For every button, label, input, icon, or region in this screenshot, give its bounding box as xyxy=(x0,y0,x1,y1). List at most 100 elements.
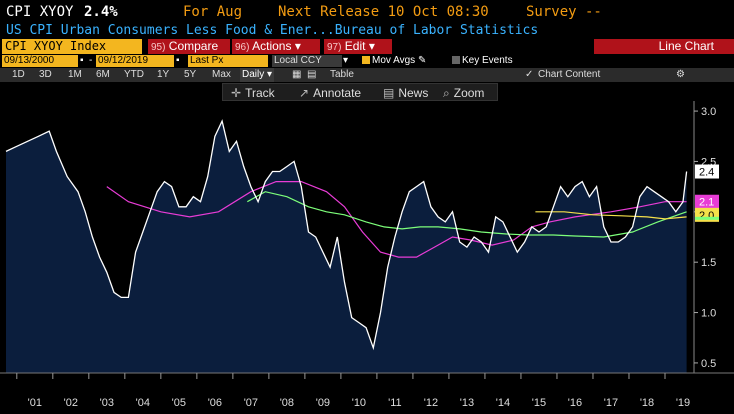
table-icon[interactable]: ▤ xyxy=(307,69,317,80)
series-line xyxy=(5,119,688,351)
moving-average-line-yellow xyxy=(535,211,687,220)
y-tick-label: 1.0 xyxy=(701,308,716,320)
track-tool[interactable]: ✛ Track xyxy=(231,84,275,102)
chart-type-button[interactable]: Line Chart xyxy=(594,39,734,54)
last-value-label-magenta-box xyxy=(695,194,719,209)
price-chart[interactable]: 3.02.52.01.51.00.5'01'02'03'04'05'06'07'… xyxy=(0,101,734,414)
moving-average-line-green xyxy=(247,191,687,238)
mov-avgs-checkbox[interactable] xyxy=(362,56,370,64)
security-input[interactable]: CPI XYOY Index xyxy=(2,39,142,54)
edit-dropdown-icon: ▾ xyxy=(368,39,375,53)
chart-content-icon[interactable]: ✓ xyxy=(525,69,534,80)
main-toolbar: CPI XYOY Index 95) Compare 96) Actions ▾… xyxy=(0,39,734,54)
x-tick-label: '07 xyxy=(244,397,258,409)
annotate-icon: ↗ xyxy=(299,86,310,100)
edit-button[interactable]: 97) Edit ▾ xyxy=(324,39,392,54)
calendar-icon[interactable]: ▪ xyxy=(80,55,84,66)
x-tick-label: '03 xyxy=(100,397,114,409)
range-1d[interactable]: 1D xyxy=(12,69,25,80)
settings-bar: 09/13/2000 ▪ - 09/12/2019 ▪ Last Px Loca… xyxy=(0,55,734,67)
last-value-label-yellow: 2.0 xyxy=(699,210,714,222)
last-value-label-main-box xyxy=(695,164,719,179)
security-header: CPI XYOY 2.4% For Aug Next Release 10 Oc… xyxy=(0,0,734,24)
chart-tools-bar: ✛ Track ↗ Annotate ▤ News ⌕ Zoom xyxy=(0,83,734,101)
track-label: Track xyxy=(245,86,275,100)
series-area-fill xyxy=(6,121,687,373)
zoom-icon: ⌕ xyxy=(443,86,450,100)
x-tick-label: '15 xyxy=(532,397,546,409)
currency-select[interactable]: Local CCY xyxy=(272,55,342,67)
zoom-label: Zoom xyxy=(453,86,485,100)
x-tick-label: '18 xyxy=(640,397,654,409)
range-3d[interactable]: 3D xyxy=(39,69,52,80)
edit-label: Edit xyxy=(344,39,366,53)
key-events-checkbox[interactable] xyxy=(452,56,460,64)
price-field-select[interactable]: Last Px xyxy=(188,55,268,67)
actions-label: Actions xyxy=(252,39,292,53)
frequency-select[interactable]: Daily ▾ xyxy=(240,68,275,82)
y-tick-label: 3.0 xyxy=(701,106,716,118)
compare-label: Compare xyxy=(168,39,219,53)
range-6m[interactable]: 6M xyxy=(96,69,110,80)
survey-label: Survey -- xyxy=(526,4,602,20)
key-events-toggle[interactable]: Key Events xyxy=(450,55,550,67)
y-tick-label: 0.5 xyxy=(701,358,716,370)
range-max[interactable]: Max xyxy=(212,69,231,80)
compare-button[interactable]: 95) Compare xyxy=(148,39,230,54)
ticker-label: CPI XYOY xyxy=(6,4,74,20)
pencil-icon[interactable]: ✎ xyxy=(417,55,427,66)
period-label: For Aug xyxy=(183,4,243,20)
last-value-label-magenta: 2.1 xyxy=(699,197,714,209)
date-separator: - xyxy=(89,55,93,66)
x-tick-label: '16 xyxy=(568,397,582,409)
chart-tools-group: ✛ Track ↗ Annotate ▤ News ⌕ Zoom xyxy=(222,83,498,101)
y-tick-label: 1.5 xyxy=(701,257,716,269)
mov-avgs-label: Mov Avgs xyxy=(372,55,416,66)
currency-dropdown-icon[interactable]: ▾ xyxy=(343,55,349,66)
next-release-label: Next Release 10 Oct 08:30 xyxy=(278,4,489,20)
end-calendar-icon[interactable]: ▪ xyxy=(176,55,180,66)
compare-num: 95) xyxy=(151,42,166,53)
range-ytd[interactable]: YTD xyxy=(124,69,144,80)
x-tick-label: '09 xyxy=(316,397,330,409)
mov-avgs-toggle[interactable]: Mov Avgs ✎ xyxy=(360,55,450,67)
chart-view-icon[interactable]: ▦ xyxy=(292,69,302,80)
x-tick-label: '05 xyxy=(172,397,186,409)
edit-num: 97) xyxy=(327,42,342,53)
key-events-label: Key Events xyxy=(462,55,513,66)
x-tick-label: '10 xyxy=(352,397,366,409)
crosshair-icon: ✛ xyxy=(231,86,242,100)
news-tool[interactable]: ▤ News xyxy=(383,84,428,102)
range-1m[interactable]: 1M xyxy=(68,69,82,80)
frequency-label: Daily xyxy=(242,69,265,80)
security-description: US CPI Urban Consumers Less Food & Ener.… xyxy=(6,23,539,38)
annotate-tool[interactable]: ↗ Annotate xyxy=(299,84,361,102)
x-tick-label: '17 xyxy=(604,397,618,409)
x-tick-label: '14 xyxy=(496,397,510,409)
x-tick-label: '01 xyxy=(28,397,42,409)
range-5y[interactable]: 5Y xyxy=(184,69,197,80)
chart-content-button[interactable]: Chart Content xyxy=(538,69,601,80)
x-tick-label: '12 xyxy=(424,397,438,409)
actions-button[interactable]: 96) Actions ▾ xyxy=(232,39,320,54)
actions-num: 96) xyxy=(235,42,250,53)
moving-average-line-magenta xyxy=(106,180,687,258)
start-date-field[interactable]: 09/13/2000 xyxy=(2,55,78,67)
last-value: 2.4% xyxy=(84,4,118,20)
x-tick-label: '04 xyxy=(136,397,150,409)
range-bar: 1D 3D 1M 6M YTD 1Y 5Y Max Daily ▾ ▦ ▤ Ta… xyxy=(0,68,734,82)
range-1y[interactable]: 1Y xyxy=(157,69,170,80)
gear-icon[interactable]: ⚙ xyxy=(676,69,685,80)
zoom-tool[interactable]: ⌕ Zoom xyxy=(443,84,484,102)
news-label: News xyxy=(398,86,429,100)
end-date-field[interactable]: 09/12/2019 xyxy=(96,55,174,67)
x-tick-label: '19 xyxy=(676,397,690,409)
x-tick-label: '11 xyxy=(388,397,402,409)
x-tick-label: '08 xyxy=(280,397,294,409)
news-icon: ▤ xyxy=(383,86,395,100)
table-tab[interactable]: Table xyxy=(330,69,354,80)
x-tick-label: '02 xyxy=(64,397,78,409)
last-value-label-main: 2.4 xyxy=(699,167,714,179)
annotate-label: Annotate xyxy=(313,86,362,100)
